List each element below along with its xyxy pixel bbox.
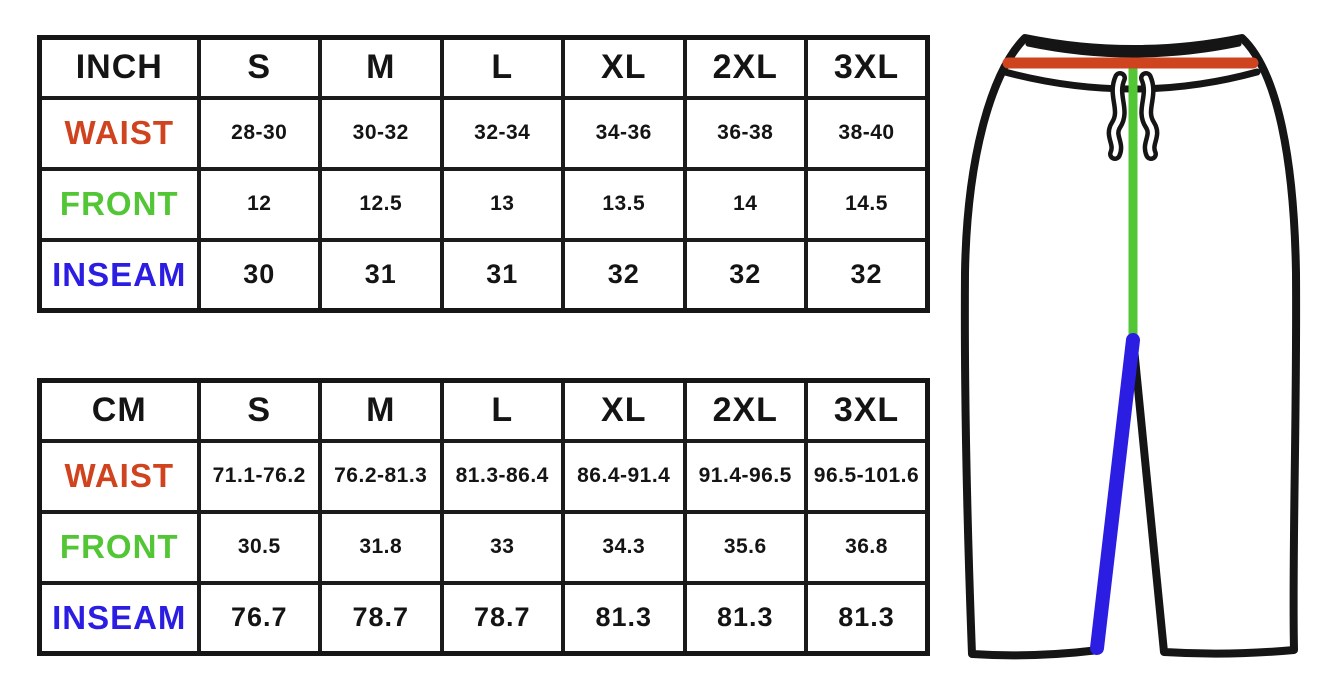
inseam-value-cell: 81.3: [804, 580, 930, 656]
front-value-cell: 12.5: [318, 166, 444, 242]
inseam-label: INSEAM: [37, 237, 201, 313]
waist-row: WAIST 28-30 30-32 32-34 34-36 36-38 38-40: [37, 95, 930, 171]
front-label: FRONT: [37, 166, 201, 242]
waist-value-cell: 30-32: [318, 95, 444, 171]
waist-value-cell: 86.4-91.4: [561, 438, 687, 514]
waist-value-cell: 38-40: [804, 95, 930, 171]
front-value-cell: 33: [439, 509, 565, 585]
front-value-cell: 13.5: [561, 166, 687, 242]
front-value-cell: 14: [682, 166, 808, 242]
waist-value-cell: 81.3-86.4: [439, 438, 565, 514]
waist-value-cell: 71.1-76.2: [196, 438, 322, 514]
inseam-value-cell: 32: [682, 237, 808, 313]
inseam-row: INSEAM 30 31 31 32 32 32: [37, 237, 930, 313]
inseam-value-cell: 76.7: [196, 580, 322, 656]
front-value-cell: 31.8: [318, 509, 444, 585]
size-header-cell: 2XL: [682, 378, 808, 443]
size-header-cell: S: [196, 378, 322, 443]
drawstring-right-icon: [1139, 71, 1160, 161]
size-header-cell: M: [318, 378, 444, 443]
inseam-value-cell: 81.3: [682, 580, 808, 656]
waist-label: WAIST: [37, 95, 201, 171]
waist-label: WAIST: [37, 438, 201, 514]
waist-value-cell: 34-36: [561, 95, 687, 171]
front-value-cell: 30.5: [196, 509, 322, 585]
inseam-value-cell: 78.7: [439, 580, 565, 656]
inseam-value-cell: 32: [561, 237, 687, 313]
size-header-cell: XL: [561, 35, 687, 100]
size-header-row: INCH S M L XL 2XL 3XL: [37, 35, 930, 100]
size-header-cell: S: [196, 35, 322, 100]
inseam-value-cell: 31: [439, 237, 565, 313]
inseam-value-cell: 31: [318, 237, 444, 313]
inseam-value-cell: 32: [804, 237, 930, 313]
size-header-cell: 3XL: [804, 35, 930, 100]
size-header-cell: L: [439, 35, 565, 100]
cm-size-table: CM S M L XL 2XL 3XL WAIST 71.1-76.2 76.2-81.3 81.3…: [37, 378, 930, 656]
inseam-value-cell: 78.7: [318, 580, 444, 656]
inseam-row: INSEAM 76.7 78.7 78.7 81.3 81.3 81.3: [37, 580, 930, 656]
front-value-cell: 12: [196, 166, 322, 242]
waist-value-cell: 36-38: [682, 95, 808, 171]
front-value-cell: 36.8: [804, 509, 930, 585]
size-header-cell: XL: [561, 378, 687, 443]
unit-header-cell: CM: [37, 378, 201, 443]
waist-value-cell: 76.2-81.3: [318, 438, 444, 514]
inch-size-table: INCH S M L XL 2XL 3XL WAIST 28-30 30-32 32-34 34-36…: [37, 35, 930, 313]
inseam-line: [1090, 333, 1140, 655]
front-value-cell: 14.5: [804, 166, 930, 242]
size-header-cell: 3XL: [804, 378, 930, 443]
waist-value-cell: 96.5-101.6: [804, 438, 930, 514]
waist-value-cell: 28-30: [196, 95, 322, 171]
front-value-cell: 34.3: [561, 509, 687, 585]
front-row: FRONT 30.5 31.8 33 34.3 35.6 36.8: [37, 509, 930, 585]
drawstring-left-icon: [1106, 71, 1127, 161]
front-row: FRONT 12 12.5 13 13.5 14 14.5: [37, 166, 930, 242]
unit-header-cell: INCH: [37, 35, 201, 100]
waist-row: WAIST 71.1-76.2 76.2-81.3 81.3-86.4 86.4-91.…: [37, 438, 930, 514]
pants-measurement-diagram: [960, 34, 1301, 660]
size-header-cell: L: [439, 378, 565, 443]
front-value-cell: 13: [439, 166, 565, 242]
front-value-cell: 35.6: [682, 509, 808, 585]
waistband-rim-line: [1025, 41, 1242, 58]
waist-value-cell: 91.4-96.5: [682, 438, 808, 514]
size-header-cell: M: [318, 35, 444, 100]
inseam-value-cell: 81.3: [561, 580, 687, 656]
size-header-row: CM S M L XL 2XL 3XL: [37, 378, 930, 443]
waist-value-cell: 32-34: [439, 95, 565, 171]
front-label: FRONT: [37, 509, 201, 585]
size-header-cell: 2XL: [682, 35, 808, 100]
inseam-value-cell: 30: [196, 237, 322, 313]
inseam-label: INSEAM: [37, 580, 201, 656]
